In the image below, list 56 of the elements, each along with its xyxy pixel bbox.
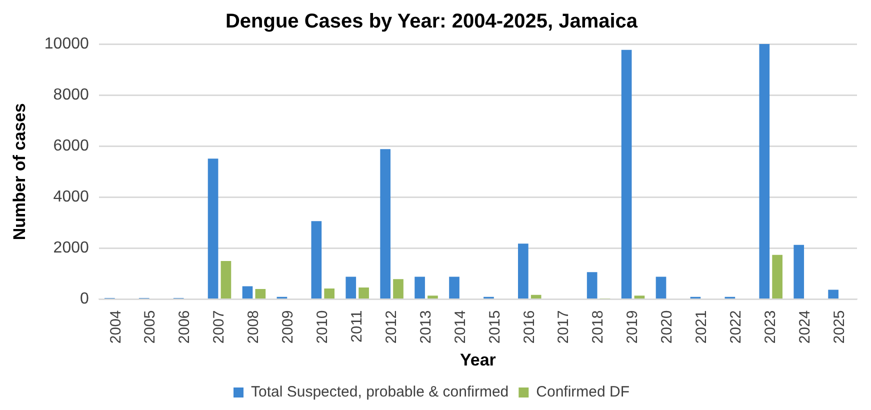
y-tick-label: 2000 [53, 240, 89, 257]
x-tick-label: 2024 [796, 310, 814, 344]
bar [621, 50, 632, 298]
legend-label: Total Suspected, probable & confirmed [250, 384, 509, 401]
x-tick-label: 2004 [107, 310, 124, 344]
y-tick-label: 4000 [53, 188, 89, 206]
x-tick-label: 2006 [176, 310, 194, 344]
bar [794, 244, 804, 298]
x-tick-label: 2023 [762, 310, 779, 344]
bar [828, 290, 838, 298]
chart-title: Dengue Cases by Year: 2004-2025, Jamaica [225, 10, 638, 33]
x-tick-label: 2020 [658, 310, 676, 344]
x-tick-label: 2012 [382, 310, 400, 344]
bar [242, 286, 253, 298]
bar [414, 276, 425, 298]
bar [311, 221, 322, 298]
bar [220, 260, 232, 298]
bar [393, 279, 404, 298]
bar [324, 288, 335, 298]
bar [428, 296, 438, 298]
bar [380, 149, 391, 298]
x-tick-label: 2011 [348, 310, 366, 342]
bar [634, 296, 645, 298]
legend-label: Confirmed DF [536, 384, 630, 401]
bar [586, 272, 598, 298]
x-axis-title: Year [460, 350, 496, 370]
bar [358, 287, 369, 298]
bar [656, 276, 666, 298]
x-tick-label: 2005 [142, 310, 159, 344]
x-tick-label: 2018 [590, 310, 607, 344]
y-tick-label: 8000 [53, 86, 89, 104]
bar [759, 44, 770, 298]
y-tick-label: 6000 [53, 138, 89, 154]
bar [346, 276, 356, 298]
bar [530, 294, 542, 298]
bar [449, 276, 460, 298]
x-tick-label: 2015 [486, 310, 504, 344]
x-tick-label: 2007 [210, 310, 228, 344]
x-tick-label: 2014 [452, 310, 469, 344]
x-tick-label: 2019 [624, 310, 642, 344]
x-tick-label: 2025 [830, 310, 848, 344]
x-tick-label: 2021 [693, 310, 710, 344]
y-tick-label: 0 [80, 290, 89, 308]
bar [772, 254, 782, 298]
bar [255, 289, 266, 298]
x-tick-label: 2017 [555, 310, 572, 344]
x-tick-label: 2009 [280, 310, 297, 344]
y-axis-title: Number of cases [10, 103, 29, 240]
x-tick-label: 2010 [314, 310, 332, 344]
bar [208, 158, 218, 298]
y-tick-label: 10000 [44, 35, 89, 52]
x-tick-label: 2013 [417, 310, 434, 344]
x-tick-label: 2008 [245, 310, 262, 344]
x-tick-label: 2022 [728, 310, 745, 344]
x-tick-label: 2016 [520, 310, 538, 344]
bar [518, 244, 528, 298]
